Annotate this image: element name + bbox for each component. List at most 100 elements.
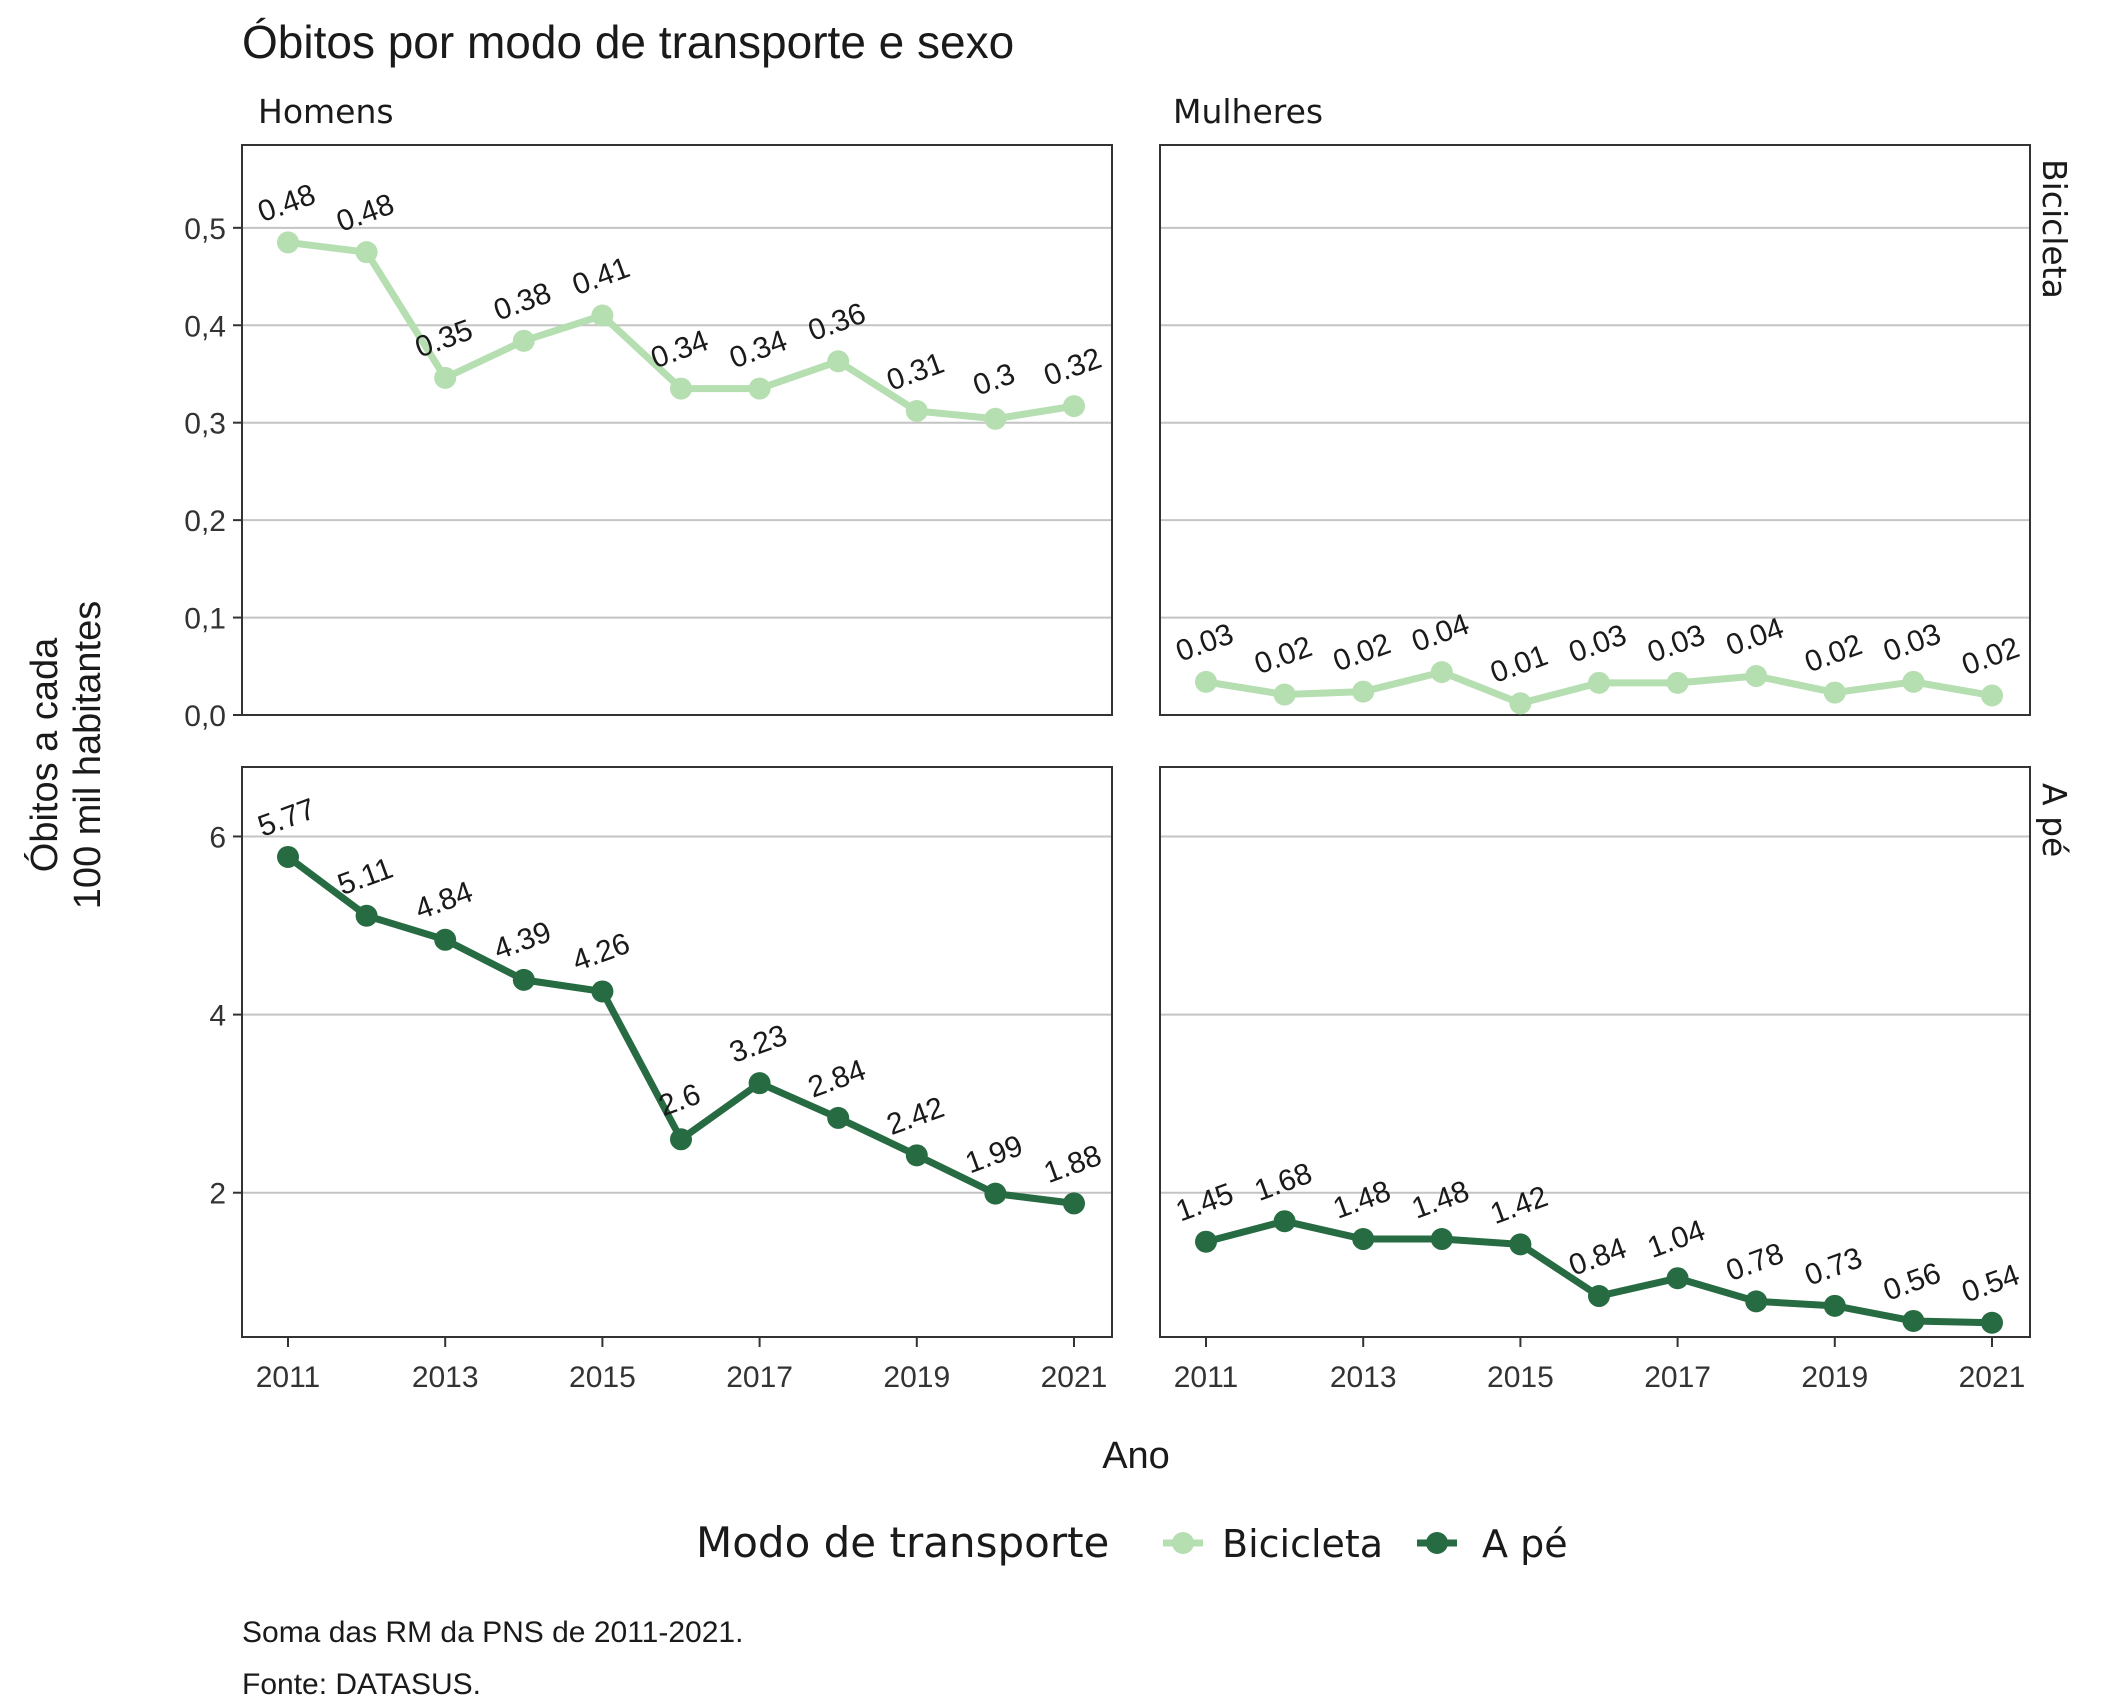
data-point bbox=[1063, 1192, 1085, 1215]
data-point bbox=[1430, 661, 1453, 684]
x-tick-label: 2013 bbox=[412, 1361, 479, 1394]
data-point bbox=[1902, 670, 1925, 693]
y-tick-label: 0,3 bbox=[184, 408, 226, 441]
data-point bbox=[827, 1106, 850, 1129]
data-point bbox=[1745, 1290, 1768, 1313]
data-point bbox=[1588, 1285, 1610, 1308]
data-label: 0.38 bbox=[489, 276, 555, 327]
panel-border bbox=[241, 144, 1113, 716]
data-label: 0.03 bbox=[1172, 617, 1238, 668]
data-label: 2.6 bbox=[655, 1078, 705, 1123]
data-point bbox=[1902, 1309, 1925, 1332]
data-point bbox=[827, 350, 850, 373]
data-label: 0.78 bbox=[1722, 1237, 1788, 1288]
data-label: 0.34 bbox=[647, 324, 713, 375]
x-tick-label: 2011 bbox=[1174, 1361, 1239, 1394]
data-label: 0.02 bbox=[1958, 631, 2024, 682]
data-label: 0.04 bbox=[1722, 612, 1788, 663]
data-label: 0.01 bbox=[1486, 639, 1552, 690]
data-label: 0.34 bbox=[725, 324, 791, 375]
data-point bbox=[1588, 671, 1610, 694]
data-label: 1.48 bbox=[1407, 1175, 1473, 1226]
data-label: 1.99 bbox=[961, 1129, 1027, 1180]
y-tick-label: 2 bbox=[209, 1178, 226, 1211]
x-tick-label: 2021 bbox=[1041, 1361, 1108, 1394]
data-label: 3.23 bbox=[725, 1019, 791, 1070]
data-point bbox=[1063, 395, 1085, 418]
data-label: 0.32 bbox=[1040, 342, 1106, 393]
panel-mulheres-a-pe: 2011 2013 2015 2017 2019 2021 1.45 1.68 1.48 1.48… bbox=[1159, 766, 2031, 1394]
data-point bbox=[591, 304, 614, 327]
x-tick-label: 2013 bbox=[1330, 1361, 1397, 1394]
legend: Modo de transporte Bicicleta A pé bbox=[696, 1518, 1568, 1567]
x-tick-label: 2019 bbox=[1801, 1361, 1868, 1394]
data-label: 1.45 bbox=[1172, 1177, 1238, 1228]
series-line-a-pe bbox=[285, 854, 1075, 1207]
data-point bbox=[434, 366, 457, 389]
x-axis-title: Ano bbox=[1102, 1435, 1170, 1477]
x-tick-label: 2017 bbox=[726, 1361, 793, 1394]
data-label: 2.42 bbox=[882, 1091, 948, 1142]
data-label: 0.73 bbox=[1800, 1241, 1866, 1292]
data-point bbox=[984, 1182, 1007, 1205]
data-label: 0.04 bbox=[1407, 608, 1473, 659]
data-point bbox=[355, 241, 378, 264]
panel-border bbox=[1159, 766, 2031, 1338]
x-tick-label: 2017 bbox=[1644, 1361, 1711, 1394]
data-point bbox=[1509, 1233, 1532, 1256]
data-point bbox=[512, 329, 535, 352]
data-label: 0.02 bbox=[1329, 627, 1395, 678]
data-label: 5.11 bbox=[333, 852, 397, 902]
data-point bbox=[748, 1072, 771, 1095]
strip-label-mulheres: Mulheres bbox=[1173, 92, 1323, 131]
data-point bbox=[512, 968, 535, 991]
data-point bbox=[1195, 670, 1217, 693]
data-label: 4.39 bbox=[489, 915, 555, 966]
caption-source: Fonte: DATASUS. bbox=[242, 1668, 481, 1700]
strip-label-a-pe: A pé bbox=[2035, 783, 2074, 857]
data-point bbox=[1352, 1228, 1375, 1251]
data-label: 0.56 bbox=[1879, 1257, 1945, 1308]
data-label: 1.88 bbox=[1040, 1139, 1106, 1190]
data-point bbox=[355, 904, 378, 927]
legend-title: Modo de transporte bbox=[696, 1518, 1109, 1567]
data-point bbox=[1823, 1294, 1846, 1317]
x-tick-label: 2015 bbox=[1487, 1361, 1554, 1394]
strip-label-homens: Homens bbox=[258, 92, 394, 131]
data-label: 1.68 bbox=[1250, 1157, 1316, 1208]
data-point bbox=[905, 400, 928, 422]
y-tick-label: 4 bbox=[209, 1000, 226, 1033]
data-label: 4.26 bbox=[568, 927, 634, 978]
data-point bbox=[905, 1144, 928, 1167]
data-label: 0.54 bbox=[1958, 1258, 2024, 1309]
data-label: 4.84 bbox=[411, 875, 477, 926]
data-label: 0.3 bbox=[969, 357, 1019, 402]
panel-homens-bicicleta: 0,0 0,1 0,2 0,3 0,4 0,5 0.48 0.48 0.350.38 0.41 0.… bbox=[184, 144, 1113, 733]
y-tick-label: 0,2 bbox=[184, 505, 226, 538]
y-axis-title-line2: 100 mil habitantes bbox=[67, 601, 109, 909]
data-point bbox=[1745, 665, 1768, 688]
data-label: 0.36 bbox=[804, 297, 870, 348]
data-point bbox=[1509, 692, 1532, 715]
data-label: 1.04 bbox=[1643, 1214, 1709, 1265]
data-point bbox=[1195, 1230, 1217, 1253]
data-point bbox=[277, 845, 299, 868]
data-point bbox=[1352, 680, 1375, 703]
x-tick-label: 2011 bbox=[256, 1361, 321, 1394]
y-tick-label: 0,4 bbox=[184, 310, 226, 343]
legend-key-a-pe-dot bbox=[1426, 1532, 1448, 1554]
panel-border bbox=[241, 766, 1113, 1338]
legend-label-bicicleta: Bicicleta bbox=[1222, 1522, 1383, 1566]
data-label: 1.42 bbox=[1486, 1180, 1552, 1231]
data-label: 0.41 bbox=[568, 251, 634, 302]
data-point bbox=[670, 1128, 692, 1151]
data-label: 0.48 bbox=[332, 188, 398, 239]
y-tick-label: 0,1 bbox=[184, 603, 226, 636]
data-point bbox=[434, 928, 457, 951]
y-axis-title-line1: Óbitos a cada bbox=[23, 637, 66, 872]
data-point bbox=[1981, 1311, 2003, 1334]
data-label: 0.02 bbox=[1250, 630, 1316, 681]
data-point bbox=[748, 377, 771, 400]
